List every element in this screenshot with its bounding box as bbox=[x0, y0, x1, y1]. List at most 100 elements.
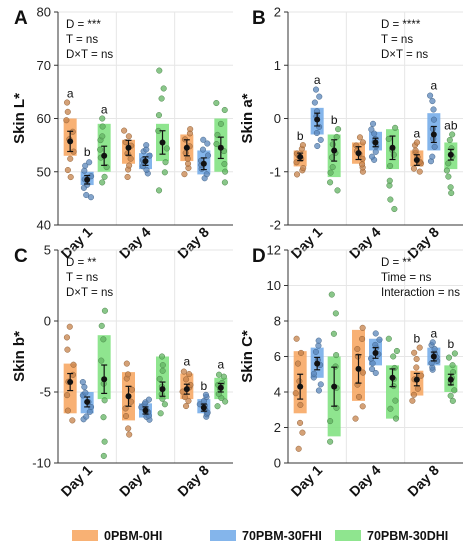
data-point bbox=[334, 187, 341, 194]
data-point bbox=[187, 126, 194, 133]
data-point bbox=[327, 438, 334, 445]
data-point bbox=[69, 371, 77, 378]
data-point bbox=[124, 371, 132, 378]
data-point bbox=[99, 133, 106, 140]
data-point bbox=[83, 413, 90, 420]
data-point bbox=[63, 117, 70, 124]
y-tick-label: 60 bbox=[37, 111, 51, 126]
box-70PBM-30DHI-Day 8: a bbox=[214, 358, 229, 410]
data-point bbox=[70, 361, 77, 368]
stat-annotation: D×T = ns bbox=[381, 49, 428, 61]
data-point bbox=[315, 387, 322, 394]
box-0PBM-0HI-Day 1: a bbox=[63, 87, 77, 181]
data-point bbox=[158, 95, 165, 102]
legend-swatch bbox=[335, 530, 361, 541]
data-point bbox=[204, 140, 211, 147]
data-point bbox=[180, 368, 187, 375]
data-point bbox=[410, 165, 417, 172]
data-point bbox=[214, 403, 221, 410]
data-point bbox=[359, 139, 366, 146]
mean-point bbox=[142, 158, 149, 165]
data-point bbox=[332, 363, 339, 370]
data-point bbox=[370, 120, 377, 127]
data-point bbox=[310, 370, 318, 377]
data-point bbox=[447, 184, 454, 191]
data-point bbox=[63, 334, 70, 341]
mean-point bbox=[101, 152, 108, 159]
data-point bbox=[372, 341, 379, 348]
data-point bbox=[450, 369, 457, 376]
x-tick-label: Day 1 bbox=[288, 224, 326, 262]
data-point bbox=[64, 407, 71, 414]
data-point bbox=[449, 362, 456, 369]
y-tick-label: -2 bbox=[269, 218, 281, 233]
data-point bbox=[146, 152, 153, 159]
data-point bbox=[86, 159, 93, 166]
data-point bbox=[333, 133, 340, 140]
significance-letter: a bbox=[430, 79, 437, 93]
data-point bbox=[429, 98, 436, 105]
data-point bbox=[64, 346, 71, 353]
mean-point bbox=[217, 144, 224, 151]
data-point bbox=[222, 398, 229, 405]
data-point bbox=[418, 372, 425, 379]
data-point bbox=[335, 126, 342, 133]
data-point bbox=[145, 396, 152, 403]
data-point bbox=[204, 152, 212, 159]
data-point bbox=[183, 403, 190, 410]
box-70PBM-30DHI-Day 4 bbox=[155, 67, 170, 194]
x-tick-label: Day 4 bbox=[346, 224, 384, 262]
data-point bbox=[67, 155, 74, 162]
data-point bbox=[451, 350, 458, 357]
y-tick-label: 6 bbox=[274, 349, 281, 364]
significance-letter: ab bbox=[444, 118, 458, 132]
significance-letter: b bbox=[331, 113, 338, 127]
data-point bbox=[410, 391, 418, 398]
x-tick-label: Day 8 bbox=[404, 224, 442, 262]
data-point bbox=[443, 167, 450, 174]
data-point bbox=[221, 106, 228, 114]
y-tick-label: 2 bbox=[274, 5, 281, 20]
data-point bbox=[386, 177, 393, 184]
data-point bbox=[187, 381, 194, 388]
data-point bbox=[293, 171, 301, 178]
y-tick-label: 8 bbox=[274, 314, 281, 329]
mean-point bbox=[125, 144, 132, 151]
box-70PBM-30FHI-Day 8: a bbox=[427, 79, 441, 165]
data-point bbox=[359, 155, 366, 162]
data-point bbox=[359, 324, 366, 331]
data-point bbox=[359, 335, 366, 342]
data-point bbox=[354, 345, 361, 353]
data-point bbox=[292, 390, 299, 397]
data-point bbox=[449, 131, 456, 138]
data-point bbox=[427, 92, 434, 99]
significance-letter: b bbox=[297, 129, 304, 143]
data-point bbox=[161, 401, 168, 408]
mean-point bbox=[331, 147, 338, 154]
mean-point bbox=[183, 386, 190, 393]
x-tick-label: Day 1 bbox=[58, 462, 96, 500]
stat-annotation: D = ** bbox=[381, 257, 412, 269]
y-tick-label: 0 bbox=[274, 111, 281, 126]
data-point bbox=[159, 367, 166, 374]
panel-label: B bbox=[252, 8, 266, 29]
y-tick-label: -1 bbox=[269, 164, 281, 179]
data-point bbox=[163, 145, 170, 152]
data-point bbox=[299, 429, 306, 436]
data-point bbox=[332, 310, 339, 317]
data-point bbox=[327, 418, 334, 425]
data-point bbox=[64, 99, 71, 106]
data-point bbox=[451, 387, 458, 394]
data-point bbox=[314, 142, 321, 150]
data-point bbox=[294, 360, 302, 367]
data-point bbox=[203, 171, 210, 178]
data-point bbox=[98, 357, 105, 364]
y-tick-label: 2 bbox=[274, 420, 281, 435]
data-point bbox=[158, 353, 166, 360]
stat-annotation: D×T = ns bbox=[66, 49, 113, 61]
mean-point bbox=[297, 153, 304, 160]
mean-point bbox=[314, 360, 321, 367]
data-point bbox=[311, 99, 318, 106]
legend-label: 70PBM-30FHI bbox=[242, 529, 322, 543]
y-tick-label: 5 bbox=[44, 243, 51, 258]
